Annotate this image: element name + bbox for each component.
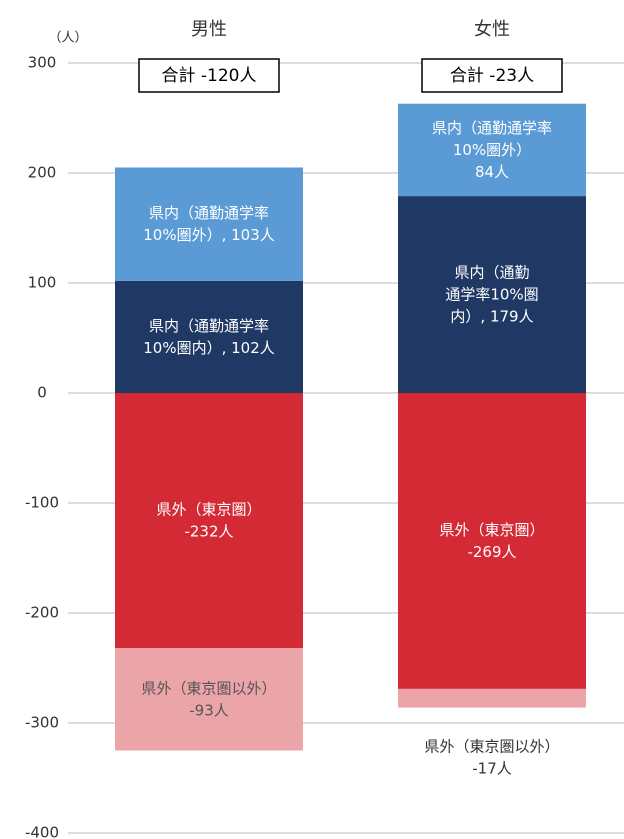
data-label-line: 県内（通勤通学率	[149, 204, 269, 222]
data-label-line: 県外（東京圏）	[156, 500, 261, 518]
data-label-line: -17人	[472, 759, 512, 777]
data-label-line: 内）, 179人	[450, 307, 533, 325]
x-tick-label: 女性	[474, 19, 510, 40]
data-label: 県外（東京圏以外） -17人	[424, 737, 559, 777]
data-label-line: 84人	[475, 162, 509, 180]
data-label-line: 県内（通勤通学率	[432, 118, 552, 136]
total-box	[421, 58, 563, 93]
y-tick-label: -200	[25, 604, 59, 622]
y-tick-label: 300	[28, 54, 57, 72]
bar-segment	[398, 688, 586, 708]
data-label: 県内（通勤通学率10%圏内）, 179人	[445, 263, 538, 325]
x-tick-label: 男性	[191, 19, 227, 40]
data-label-line: -93人	[189, 701, 229, 719]
data-label-line: 県内（通勤	[454, 263, 529, 281]
data-label: 県内（通勤通学率 10%圏外） 84人	[432, 118, 552, 180]
data-label-line: 10%圏外）, 103人	[143, 226, 275, 244]
data-label: 県外（東京圏以外） -93人	[141, 679, 276, 719]
data-label-line: 県外（東京圏以外）	[424, 737, 559, 755]
bar-segment	[398, 196, 586, 393]
data-label-line: 県外（東京圏）	[439, 520, 544, 538]
data-label: 県外（東京圏） -269人	[439, 520, 544, 560]
data-label-line: 県外（東京圏以外）	[141, 679, 276, 697]
bar-segment	[115, 648, 303, 751]
bar-segment	[115, 393, 303, 649]
bar-segment	[398, 393, 586, 689]
total-label: 合計 -120人	[162, 66, 257, 86]
y-unit: （人）	[48, 31, 87, 46]
bar-segment	[115, 280, 303, 393]
y-tick-label: -300	[25, 714, 59, 732]
y-tick-label: 0	[37, 384, 47, 402]
bar-segment	[398, 103, 586, 197]
data-label: 県外（東京圏） -232人	[156, 500, 261, 540]
data-label: 県内（通勤通学率 10%圏内）, 102人	[143, 316, 275, 356]
data-label: 県内（通勤通学率 10%圏外）, 103人	[143, 204, 275, 244]
data-label-line: 10%圏内）, 102人	[143, 338, 275, 356]
data-label-line: -269人	[467, 542, 516, 560]
total-box	[138, 58, 280, 93]
y-tick-label: 100	[28, 274, 57, 292]
data-label-line: -232人	[184, 522, 233, 540]
data-label-line: 10%圏外）	[453, 140, 531, 158]
y-tick-label: 200	[28, 164, 57, 182]
y-tick-label: -400	[25, 824, 59, 839]
bar-segment	[115, 167, 303, 281]
total-label: 合計 -23人	[450, 66, 534, 86]
y-tick-label: -100	[25, 494, 59, 512]
data-label-line: 通学率10%圏	[445, 285, 538, 303]
data-label-line: 県内（通勤通学率	[149, 316, 269, 334]
